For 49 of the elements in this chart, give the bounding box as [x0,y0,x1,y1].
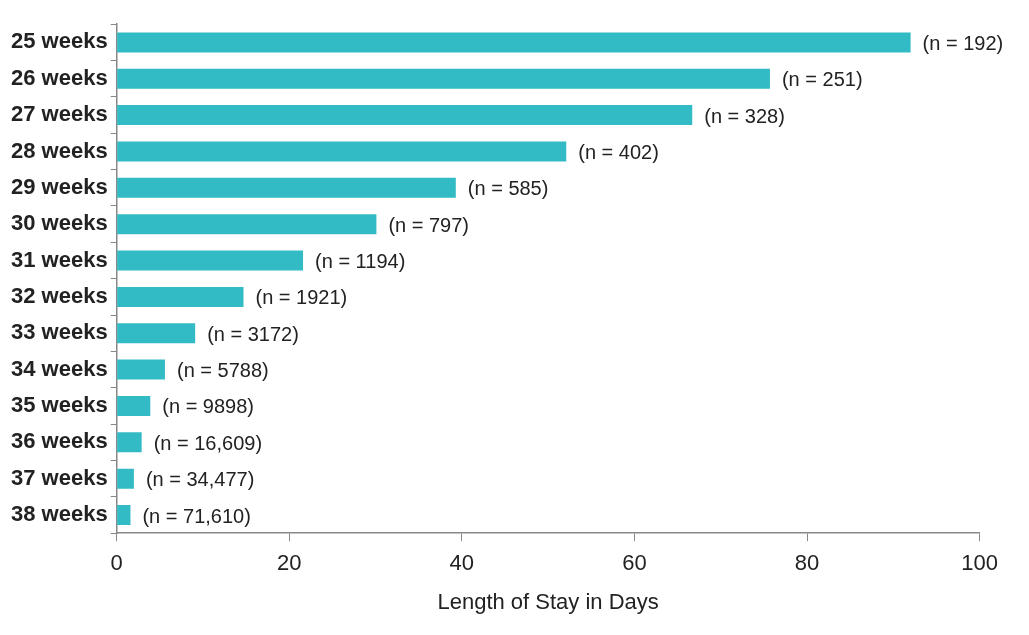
y-tick-label: 38 weeks [11,501,108,527]
annotation: (n = 1921) [255,286,348,309]
bar [117,395,151,416]
bar [117,177,456,198]
annotation: (n = 5788) [176,359,269,382]
bar [117,105,693,126]
x-axis-title: Length of Stay in Days [437,588,659,614]
bar [117,505,131,526]
y-tick-label: 35 weeks [11,392,108,418]
annotation: (n = 71,610) [142,504,251,527]
bar [117,250,304,271]
annotation: (n = 328) [704,104,785,127]
bar [117,323,196,344]
bar [117,286,244,307]
annotation: (n = 585) [467,177,549,200]
annotation: (n = 192) [922,31,1004,54]
annotation: (n = 402) [578,140,659,163]
bar [117,468,134,489]
y-tick-label: 37 weeks [11,464,108,490]
y-tick-label: 25 weeks [11,28,108,54]
y-tick-label: 32 weeks [11,282,108,308]
x-tick-label: 0 [110,550,123,576]
annotation: (n = 797) [388,213,470,236]
x-tick-label: 80 [794,550,820,576]
x-tick-label: 100 [961,550,999,576]
x-tick-label: 20 [277,550,302,576]
annotation: (n = 1194) [315,250,406,273]
annotation: (n = 251) [781,68,863,91]
annotation: (n = 34,477) [145,468,255,491]
y-tick-label: 31 weeks [11,246,108,272]
y-tick-label: 28 weeks [11,137,108,163]
annotation: (n = 16,609) [153,431,263,454]
annotation: (n = 3172) [207,322,299,345]
y-tick-label: 29 weeks [11,173,108,199]
y-tick-label: 34 weeks [11,355,108,381]
bar [117,214,377,235]
y-tick-label: 26 weeks [11,64,108,90]
bar [117,359,165,380]
bar [117,68,770,89]
x-tick-label: 60 [622,550,647,576]
y-tick-label: 27 weeks [11,101,108,127]
bar [117,32,911,53]
y-tick-label: 36 weeks [11,428,108,454]
annotation: (n = 9898) [162,395,255,418]
x-tick-label: 40 [449,550,475,576]
bar [117,141,567,162]
y-tick-label: 30 weeks [11,210,108,236]
bar [117,432,142,453]
y-tick-label: 33 weeks [11,319,108,345]
